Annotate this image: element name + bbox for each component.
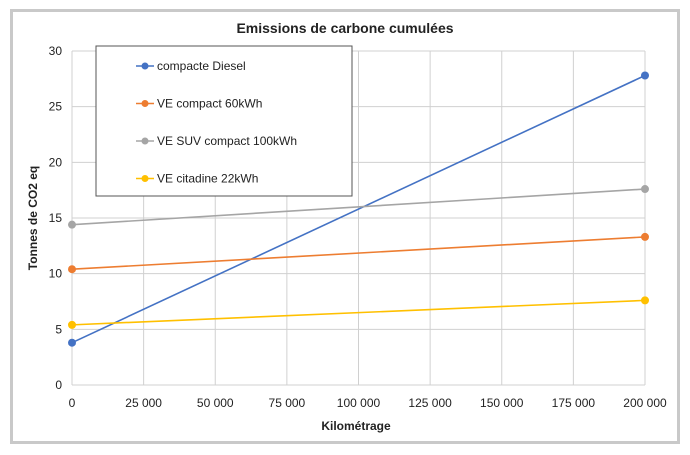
y-tick-label: 30 — [49, 44, 63, 58]
legend-box — [95, 45, 353, 197]
x-tick-label: 125 000 — [408, 396, 452, 410]
chart-title: Emissions de carbone cumulées — [236, 20, 453, 36]
x-tick-label: 0 — [69, 396, 76, 410]
legend-marker — [141, 62, 149, 70]
series-line — [71, 299, 646, 326]
legend-label: VE compact 60kWh — [157, 97, 262, 111]
legend-label: VE SUV compact 100kWh — [157, 134, 297, 148]
legend-marker — [141, 100, 149, 107]
x-tick-label: 175 000 — [552, 396, 596, 410]
legend-label: VE citadine 22kWh — [157, 172, 258, 186]
legend-marker — [141, 175, 149, 182]
x-tick-label: 50 000 — [197, 396, 234, 410]
x-tick-label: 25 000 — [125, 396, 162, 410]
y-tick-label: 25 — [49, 100, 63, 114]
y-axis-label: Tonnes de CO2 eq — [26, 166, 40, 270]
tick-labels: 0 5 10 15 20 25 30 0 25 000 50 000 75 000 100 000 12… — [49, 44, 667, 410]
data-point — [641, 71, 649, 80]
x-axis-label: Kilométrage — [321, 419, 391, 433]
x-tick-label: 100 000 — [337, 396, 381, 410]
x-tick-label: 150 000 — [480, 396, 524, 410]
series-line — [71, 188, 646, 226]
series-lines — [68, 71, 649, 347]
y-tick-label: 0 — [55, 378, 62, 392]
series-line — [71, 236, 646, 271]
y-tick-label: 15 — [49, 211, 63, 225]
legend-label: compacte Diesel — [157, 59, 246, 73]
y-tick-label: 5 — [55, 322, 62, 336]
data-point — [68, 220, 76, 229]
data-point — [641, 185, 649, 194]
legend: compacte Diesel VE compact 60kWh VE SUV co… — [95, 45, 353, 197]
data-point — [68, 320, 76, 329]
chart-frame — [10, 9, 680, 444]
legend-marker — [141, 137, 149, 145]
y-tick-label: 10 — [49, 267, 63, 281]
x-tick-label: 200 000 — [623, 396, 667, 410]
data-point — [68, 338, 76, 347]
data-point — [641, 296, 649, 305]
x-tick-label: 75 000 — [269, 396, 306, 410]
data-point — [68, 265, 76, 274]
data-point — [641, 232, 649, 241]
y-tick-label: 20 — [49, 155, 63, 169]
series-line — [71, 74, 646, 344]
